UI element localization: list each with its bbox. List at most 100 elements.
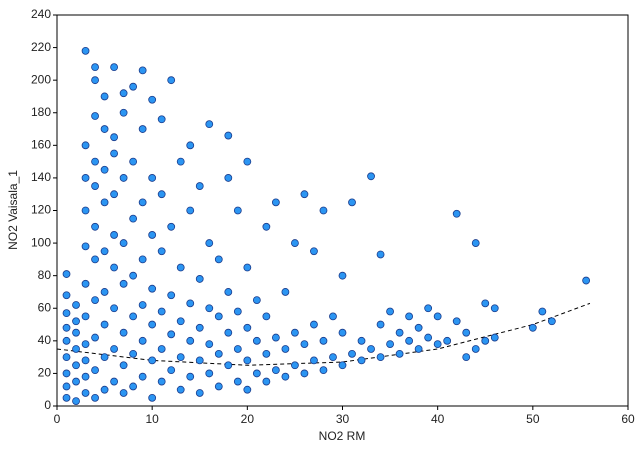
scatter-point	[224, 131, 233, 140]
y-tick-label: 100	[31, 235, 51, 249]
scatter-point	[62, 309, 71, 318]
scatter-point	[224, 361, 233, 370]
scatter-point	[300, 369, 309, 378]
scatter-point	[119, 239, 128, 247]
scatter-point	[490, 333, 499, 342]
scatter-point	[91, 333, 99, 342]
scatter-point	[138, 336, 147, 345]
y-tick-label: 160	[31, 138, 51, 152]
scatter-point	[100, 353, 109, 362]
scatter-point	[91, 63, 99, 72]
scatter-point	[195, 323, 204, 332]
scatter-point	[452, 317, 461, 326]
scatter-point	[100, 165, 109, 174]
scatter-point	[462, 353, 471, 362]
scatter-point	[176, 157, 185, 166]
scatter-point	[138, 125, 147, 133]
scatter-point	[262, 312, 271, 321]
scatter-point	[167, 291, 176, 300]
scatter-point	[367, 172, 375, 181]
scatter-point	[62, 336, 71, 345]
scatter-point	[271, 366, 280, 375]
scatter-point	[148, 95, 157, 104]
scatter-point	[195, 389, 204, 397]
scatter-point	[100, 92, 109, 101]
scatter-point	[310, 247, 318, 256]
scatter-point	[214, 312, 223, 321]
y-tick-label: 60	[38, 300, 52, 314]
scatter-point	[129, 349, 138, 358]
scatter-point	[72, 328, 80, 337]
scatter-point	[138, 372, 147, 381]
scatter-point	[329, 312, 337, 321]
scatter-point	[547, 317, 556, 326]
scatter-point	[157, 345, 166, 353]
scatter-point	[452, 209, 461, 218]
scatter-point	[271, 198, 280, 207]
scatter-point	[148, 231, 157, 239]
scatter-point	[119, 389, 128, 397]
scatter-point	[62, 270, 71, 278]
scatter-point	[281, 288, 290, 296]
scatter-point	[138, 66, 147, 75]
scatter-point	[281, 345, 290, 353]
scatter-point	[62, 323, 71, 332]
scatter-point	[148, 393, 157, 402]
scatter-point	[119, 361, 128, 370]
scatter-point	[110, 263, 118, 272]
scatter-point	[262, 377, 271, 386]
scatter-point	[81, 206, 90, 215]
scatter-point	[167, 366, 176, 375]
scatter-point	[205, 120, 214, 129]
scatter-point	[72, 317, 80, 326]
scatter-point	[62, 353, 71, 362]
scatter-point	[319, 336, 328, 345]
scatter-point	[119, 108, 128, 117]
scatter-point	[72, 377, 80, 386]
scatter-point	[319, 206, 328, 215]
scatter-point	[186, 141, 195, 150]
scatter-point	[405, 312, 414, 321]
scatter-point	[176, 353, 185, 362]
scatter-point	[233, 345, 242, 353]
scatter-point	[91, 182, 99, 190]
scatter-point	[395, 328, 404, 337]
scatter-point	[110, 149, 118, 158]
scatter-point	[405, 336, 414, 345]
scatter-point	[310, 320, 318, 329]
scatter-point	[72, 397, 80, 406]
scatter-point	[471, 239, 480, 247]
scatter-point	[110, 377, 118, 386]
scatter-point	[338, 361, 347, 370]
scatter-point	[167, 330, 176, 339]
scatter-point	[481, 299, 490, 308]
x-tick-label: 40	[431, 412, 445, 426]
scatter-point	[100, 198, 109, 207]
scatter-point	[243, 356, 252, 365]
scatter-point	[81, 46, 90, 55]
scatter-point	[129, 312, 138, 321]
scatter-point	[91, 222, 99, 231]
scatter-point	[262, 349, 271, 358]
scatter-point	[157, 115, 166, 124]
y-tick-label: 180	[31, 105, 51, 119]
y-tick-label: 200	[31, 72, 51, 86]
scatter-point	[157, 307, 166, 316]
y-tick-label: 240	[31, 7, 51, 21]
scatter-point	[148, 284, 157, 293]
y-tick-label: 20	[38, 366, 52, 380]
scatter-point	[100, 247, 109, 256]
scatter-point	[167, 76, 176, 85]
scatter-point	[186, 372, 195, 381]
scatter-point	[414, 323, 423, 332]
scatter-point	[252, 296, 261, 305]
scatter-point	[81, 242, 90, 251]
scatter-point	[138, 198, 147, 207]
scatter-point	[281, 372, 290, 381]
scatter-point	[100, 125, 109, 133]
scatter-point	[348, 198, 356, 207]
y-tick-label: 140	[31, 170, 51, 184]
scatter-point	[319, 366, 328, 375]
